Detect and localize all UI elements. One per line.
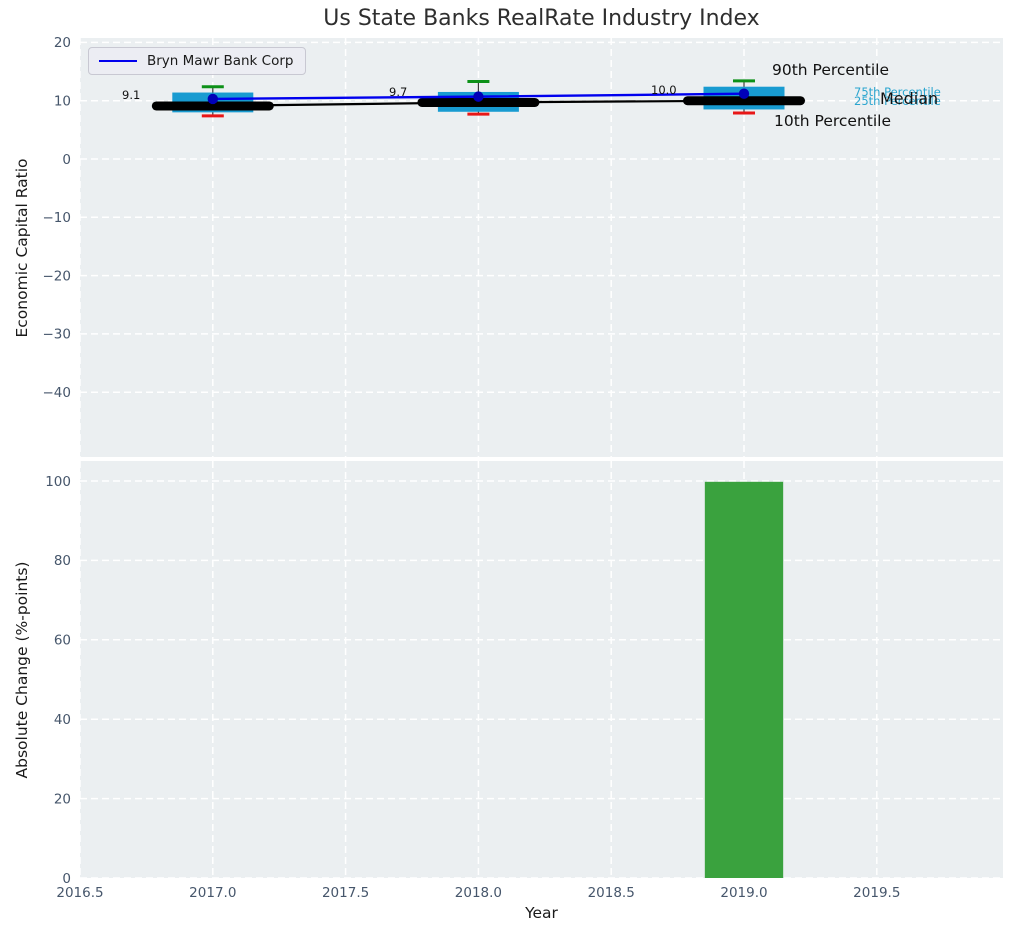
- bottom-y-tick-label: 20: [54, 791, 71, 807]
- label-median: Median: [880, 89, 939, 108]
- x-tick-label: 2017.5: [322, 885, 369, 901]
- median-annotation-2017: 9.1: [122, 88, 141, 102]
- label-90th-percentile: 90th Percentile: [772, 61, 890, 79]
- bottom-y-tick-label: 40: [54, 712, 71, 728]
- x-tick-label: 2017.0: [189, 885, 236, 901]
- bottom-y-axis-label: Absolute Change (%-points): [13, 561, 31, 779]
- x-axis-label: Year: [525, 904, 558, 922]
- x-tick-label: 2018.5: [588, 885, 635, 901]
- top-y-tick-label: −30: [43, 327, 72, 343]
- company-point: [738, 88, 750, 99]
- median-line: [212, 99, 745, 108]
- change-bar: [704, 481, 784, 878]
- company-point: [473, 91, 484, 102]
- top-y-tick-label: −10: [43, 210, 72, 226]
- chart-title: Us State Banks RealRate Industry Index: [323, 6, 760, 31]
- top-y-tick-label: 10: [54, 94, 71, 110]
- legend: Bryn Mawr Bank Corp: [88, 47, 307, 75]
- bottom-y-tick-label: 80: [54, 553, 71, 569]
- bottom-y-tick-label: 60: [54, 633, 71, 649]
- x-tick-label: 2019.5: [853, 885, 900, 901]
- median-annotation-2019: 10.0: [651, 83, 677, 97]
- top-y-tick-label: −40: [43, 385, 72, 401]
- x-tick-label: 2019.0: [720, 885, 767, 901]
- top-y-axis-label: Economic Capital Ratio: [13, 158, 31, 338]
- bottom-y-tick-label: 100: [45, 474, 71, 490]
- top-y-tick-label: 0: [62, 152, 71, 168]
- label-75th-percentile: 75th Percentile: [854, 85, 941, 99]
- x-tick-label: 2016.5: [56, 885, 103, 901]
- top-y-tick-label: −20: [43, 268, 72, 284]
- company-point: [207, 93, 218, 105]
- bottom-axes-background: [80, 461, 1003, 878]
- bottom-y-tick-label: 0: [62, 871, 71, 887]
- label-25th-percentile: 25th Percentile: [854, 94, 941, 108]
- median-annotation-2018: 9.7: [389, 85, 408, 99]
- legend-label: Bryn Mawr Bank Corp: [147, 53, 294, 69]
- top-y-tick-label: 20: [54, 35, 71, 51]
- legend-line-sample: [99, 60, 137, 62]
- x-tick-label: 2018.0: [455, 885, 502, 901]
- label-10th-percentile: 10th Percentile: [774, 112, 892, 130]
